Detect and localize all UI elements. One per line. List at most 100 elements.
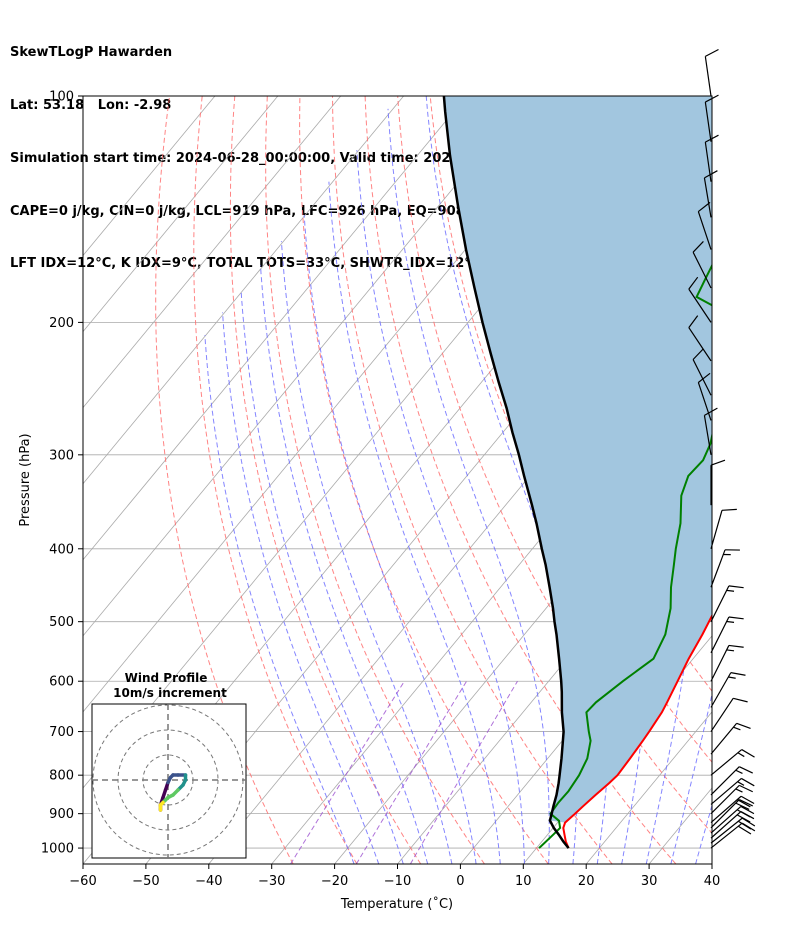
hodograph-inset: Wind Profile 10m/s increment [91,671,247,859]
isotherm-line [83,96,530,637]
wind-barbs [688,48,756,849]
wind-barb [710,799,740,829]
moist-adiabat [303,215,477,864]
wind-barb-half [733,726,741,731]
wind-barb-flag [740,805,755,815]
wind-barb [710,811,742,839]
wind-barb [697,211,712,250]
wind-barb-flag [738,825,752,835]
wind-barb-flag [739,799,753,807]
y-tick-label: 400 [49,542,74,557]
chart-location: Lat: 53.18 Lon: -2.98 [10,97,172,113]
x-tick-label: 10 [515,874,532,889]
y-axis-label: Pressure (hPa) [18,433,33,526]
wind-barb-flag [697,372,711,383]
wind-barb [710,585,730,622]
wind-barb [704,56,712,97]
x-tick-label: −50 [132,874,159,889]
y-tick-label: 100 [49,90,74,105]
moist-adiabat [356,150,525,864]
wind-barb-flag [739,766,753,774]
mixing-ratio-line [355,680,468,864]
isotherm-line [83,96,467,561]
dry-adiabat [229,96,422,864]
x-tick-label: 20 [578,874,595,889]
x-tick-label: 40 [704,874,721,889]
isotherm-line [83,96,404,485]
wind-barb [710,722,738,755]
wind-barb [710,749,743,776]
mixing-ratio-line [409,680,518,864]
wind-barb-flag [728,585,744,589]
cape-shading [443,96,712,823]
wind-barb [692,251,712,289]
isotherm-line [397,483,712,864]
wind-barb [704,142,712,182]
wind-barb-flag [697,201,711,213]
wind-barb-half [737,752,745,758]
isotherm-line [775,96,794,864]
isotherm-line [585,711,712,864]
wind-barb-flag [736,809,751,818]
wind-barb-flag [740,795,755,805]
wind-barb-flag [710,459,726,466]
dry-adiabat [299,96,549,864]
wind-barb-flag [704,170,718,179]
wind-barb [710,645,730,682]
wind-barb-flag [736,814,751,823]
wind-barb-flag [688,315,699,328]
wind-barb-flag [735,802,750,811]
y-tick-label: 300 [49,448,74,463]
hodograph-title: Wind Profile [125,671,208,685]
wind-barb [710,697,734,732]
hodograph-subtitle: 10m/s increment [113,686,227,700]
y-tick-label: 700 [49,725,74,740]
wind-barb [710,777,742,805]
wind-barb-flag [738,820,752,830]
moist-adiabat [260,265,429,864]
isotherm-line [83,96,216,257]
wind-barb-flag [721,508,737,511]
y-tick-label: 800 [49,769,74,784]
wind-barb-flag [737,799,751,808]
wind-barb [704,101,712,142]
moist-adiabat [204,335,355,864]
wind-barb-flag [692,241,704,253]
moist-adiabat [222,312,380,864]
isotherm-line [711,863,712,864]
dry-adiabat [265,96,485,864]
y-tick-label: 1000 [41,842,74,857]
wind-barb [710,549,726,588]
dry-adiabat [724,96,794,864]
x-tick-label: −10 [384,874,411,889]
wind-barb [710,806,742,834]
wind-barb-half [726,589,735,592]
wind-barb-half [728,676,736,679]
wind-barb [710,822,743,849]
wind-barb-flag [730,672,746,676]
moist-adiabat [720,96,794,864]
wind-barb-half [726,649,735,652]
moist-adiabat [240,291,404,864]
wind-barb-half [735,769,743,774]
wind-barb-flag [733,697,748,703]
x-tick-label: −20 [321,874,348,889]
wind-barb [710,766,740,796]
dewpoint-line [538,263,712,849]
wind-barb-flag [692,348,704,360]
wind-barb-flag [736,722,751,730]
wind-barb [710,616,730,654]
wind-barb [710,784,740,815]
y-tick-label: 900 [49,807,74,822]
wind-barb-half [735,788,743,793]
x-tick-label: 0 [456,874,464,889]
x-tick-label: 30 [641,874,658,889]
axes: Temperature (˚C) Pressure (hPa) −60 −50 −4… [18,90,720,913]
wind-barb [697,382,712,421]
wind-barb [710,817,743,844]
wind-barb [688,288,712,323]
wind-barb [703,177,712,218]
temperature-line [562,613,712,849]
x-axis-label: Temperature (˚C) [340,896,453,912]
